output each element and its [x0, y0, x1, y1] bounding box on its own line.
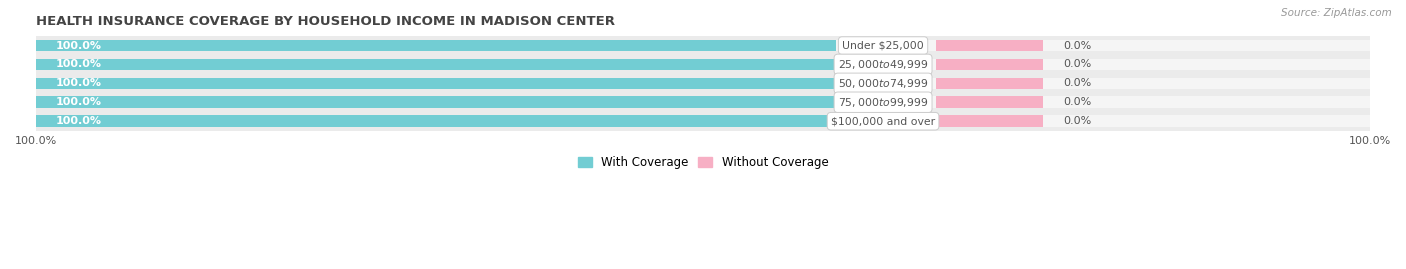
Text: $100,000 and over: $100,000 and over [831, 116, 935, 126]
Text: HEALTH INSURANCE COVERAGE BY HOUSEHOLD INCOME IN MADISON CENTER: HEALTH INSURANCE COVERAGE BY HOUSEHOLD I… [37, 15, 616, 28]
Legend: With Coverage, Without Coverage: With Coverage, Without Coverage [572, 151, 834, 174]
Bar [37, 55, 1369, 74]
Text: $50,000 to $74,999: $50,000 to $74,999 [838, 77, 928, 90]
Bar [37, 77, 837, 89]
Text: 100.0%: 100.0% [56, 116, 103, 126]
Text: 0.0%: 0.0% [1063, 78, 1091, 89]
Bar [37, 97, 837, 108]
Bar [37, 40, 837, 51]
Bar [37, 97, 1369, 108]
Bar [936, 115, 1043, 127]
Bar [936, 40, 1043, 51]
Text: $75,000 to $99,999: $75,000 to $99,999 [838, 96, 928, 109]
Bar [936, 97, 1043, 108]
Bar [37, 115, 837, 127]
Text: 0.0%: 0.0% [1063, 59, 1091, 69]
Text: 0.0%: 0.0% [1063, 97, 1091, 107]
Bar [37, 77, 1369, 89]
Text: Source: ZipAtlas.com: Source: ZipAtlas.com [1281, 8, 1392, 18]
Text: 0.0%: 0.0% [1063, 41, 1091, 51]
Bar [936, 77, 1043, 89]
Bar [37, 59, 837, 70]
Text: Under $25,000: Under $25,000 [842, 41, 924, 51]
Text: 100.0%: 100.0% [56, 97, 103, 107]
Bar [37, 74, 1369, 93]
Bar [37, 59, 1369, 70]
Bar [936, 59, 1043, 70]
Text: 100.0%: 100.0% [56, 41, 103, 51]
Bar [37, 93, 1369, 112]
Text: 0.0%: 0.0% [1063, 116, 1091, 126]
Text: 100.0%: 100.0% [56, 59, 103, 69]
Bar [37, 36, 1369, 55]
Bar [37, 40, 1369, 51]
Text: 100.0%: 100.0% [56, 78, 103, 89]
Text: $25,000 to $49,999: $25,000 to $49,999 [838, 58, 928, 71]
Bar [37, 115, 1369, 127]
Bar [37, 112, 1369, 131]
